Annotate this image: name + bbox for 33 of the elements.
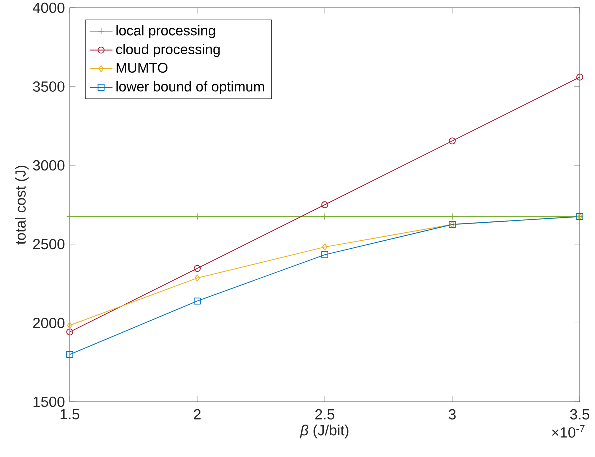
legend-label: local processing (116, 25, 216, 38)
x-tick-label: 2.5 (316, 409, 335, 420)
x-axis-title: β (J/bit) (300, 424, 349, 439)
point (194, 274, 200, 282)
point (322, 213, 328, 220)
legend-label: MUMTO (116, 63, 168, 73)
y-tick-label: 4000 (33, 2, 65, 14)
y-tick-label: 3000 (33, 160, 65, 171)
point (194, 213, 201, 220)
y-tick-label: 2500 (33, 239, 65, 250)
point (66, 328, 74, 336)
y-tick-label: 1500 (34, 396, 65, 408)
point (322, 251, 328, 258)
point (194, 298, 201, 305)
text: ×10$^{-7}$ (552, 425, 585, 438)
point (67, 322, 73, 330)
point (322, 244, 328, 251)
point (576, 74, 584, 81)
x-tick-label: 1.5 (60, 409, 80, 420)
point (322, 202, 328, 208)
x-tick-label: 3 (448, 409, 456, 420)
point (66, 351, 74, 358)
legend-label: lower bound of optimum (116, 81, 264, 95)
point (66, 213, 74, 220)
point (449, 213, 456, 220)
y-tick-label: 3500 (33, 82, 65, 92)
y-tick-label: 2000 (33, 318, 65, 328)
legend-label: cloud processing (116, 44, 220, 58)
point (449, 138, 456, 145)
x-tick-label: 2 (194, 409, 201, 420)
x-tick-label: 3.5 (570, 409, 590, 420)
y-axis-title: total cost (J) (15, 166, 29, 245)
point (194, 265, 201, 272)
